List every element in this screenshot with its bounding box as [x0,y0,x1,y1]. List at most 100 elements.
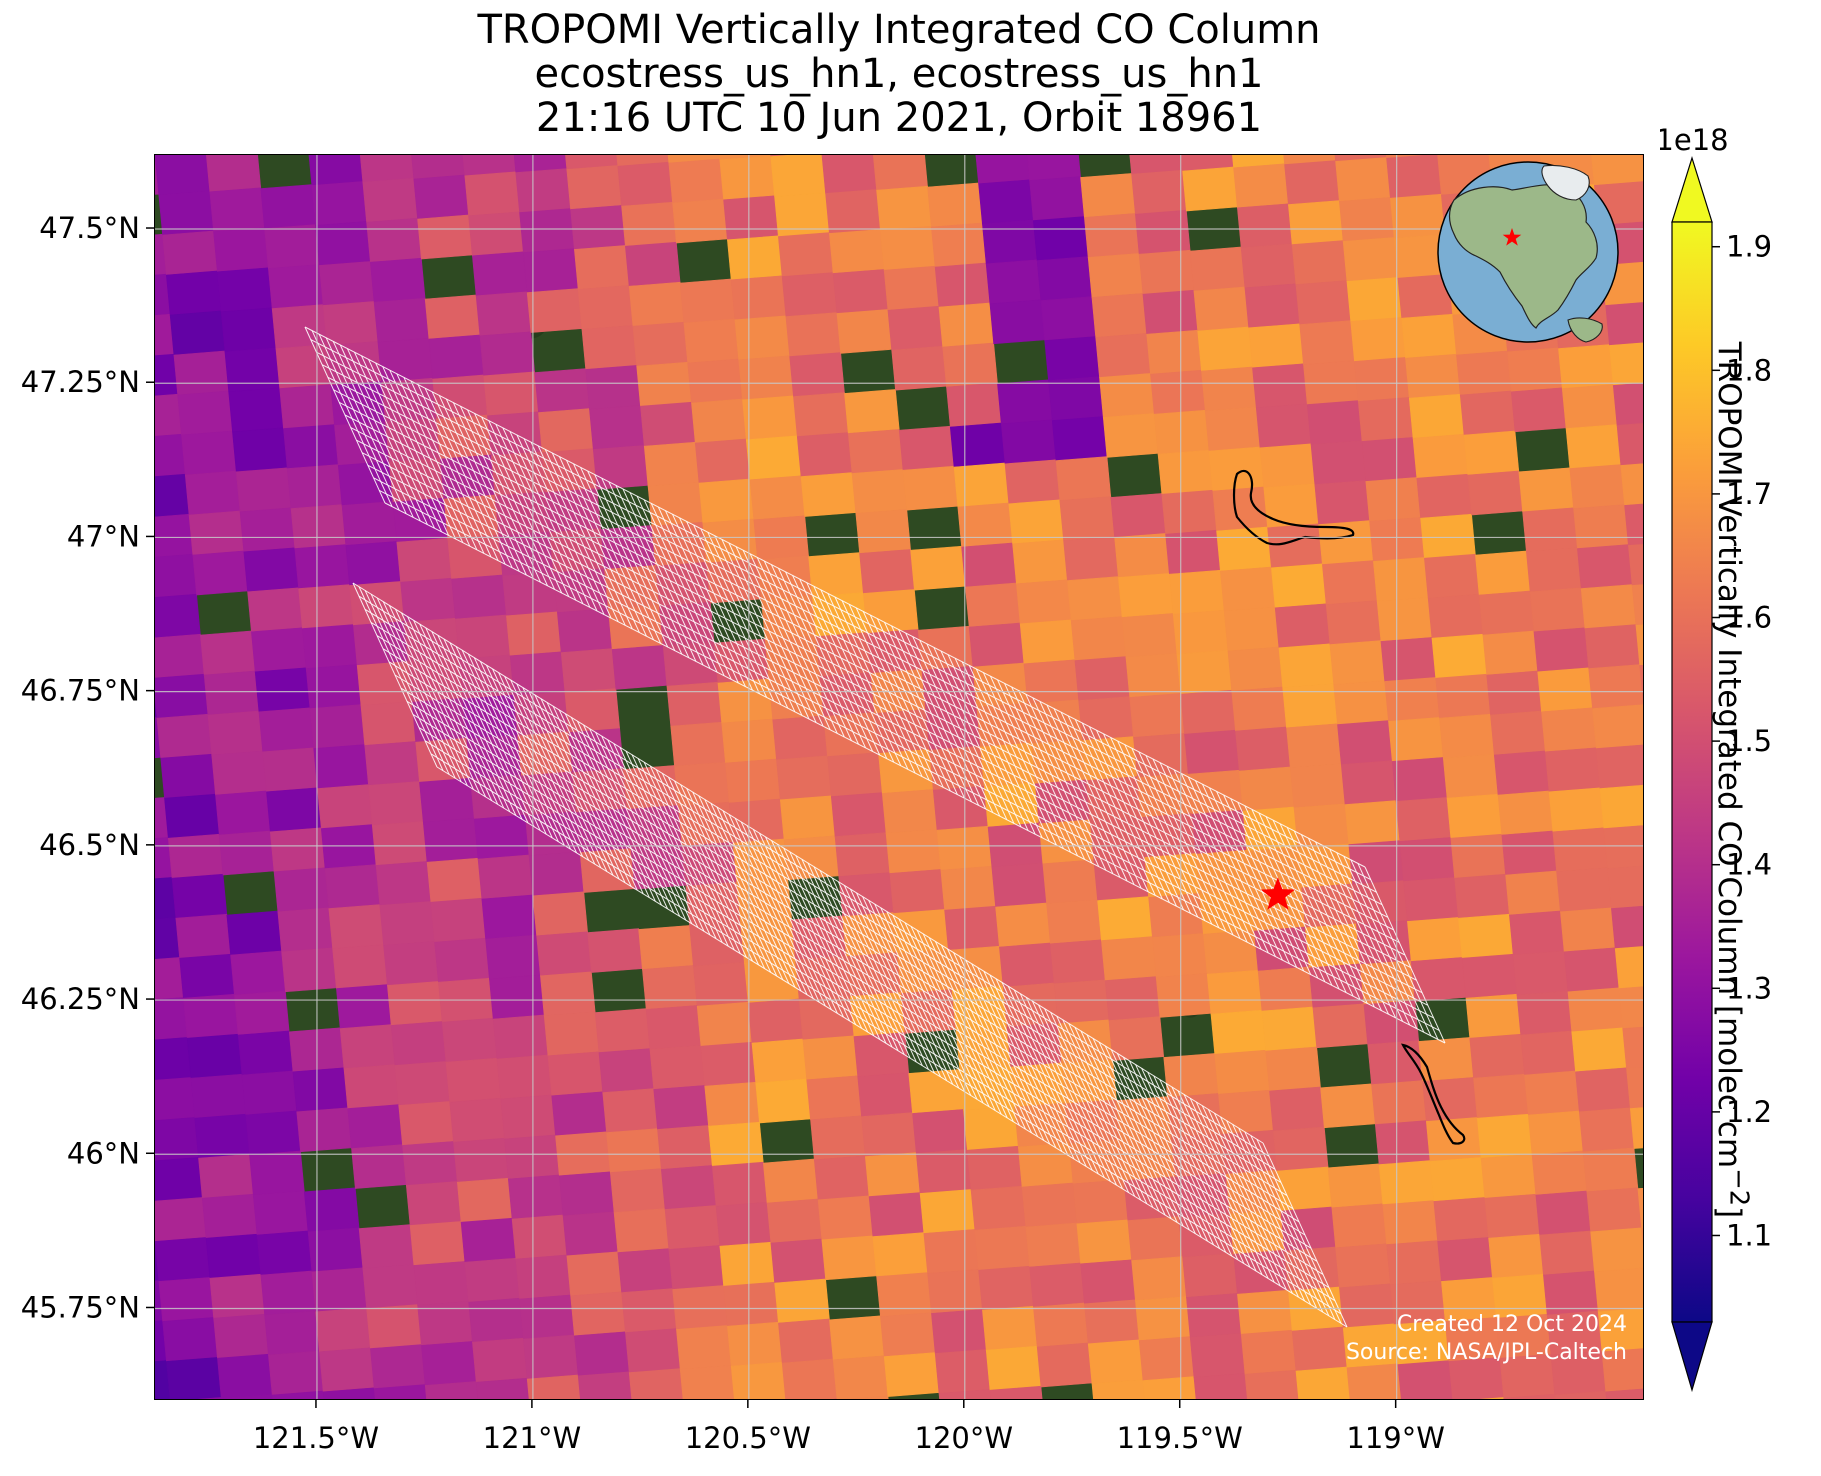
co-pixel [598,1048,655,1093]
co-pixel [1131,1256,1187,1301]
co-pixel [322,301,379,346]
co-pixel [989,1385,1043,1399]
co-pixel [657,1125,713,1170]
co-pixel [691,398,747,444]
co-pixel [1544,747,1601,793]
co-pixel [1384,677,1440,722]
map-panel[interactable]: Created 12 Oct 2024 Source: NASA/JPL-Cal… [154,154,1644,1400]
co-pixel [1374,1120,1431,1165]
co-pixel [1565,424,1622,469]
scene-grid-line [367,464,1429,1006]
colorbar-extend-max [1671,155,1713,223]
co-pixel [1227,646,1284,692]
co-pixel [1567,987,1624,1033]
co-pixel [725,758,781,804]
co-pixel [1467,470,1523,516]
co-pixel [883,265,940,311]
co-pixel [832,1355,889,1399]
co-pixel [206,155,262,193]
co-pixel [585,365,641,410]
co-pixel [1220,566,1276,612]
co-pixel [1577,544,1633,589]
co-pixel [155,1157,203,1202]
co-pixel [730,1361,786,1399]
co-pixel [1463,430,1520,476]
co-pixel [166,1357,222,1399]
co-pixel [492,1014,549,1060]
co-pixel [1580,584,1637,629]
co-pixel [1354,357,1410,402]
co-pixel [472,1337,528,1383]
co-pixel [923,1229,979,1274]
co-pixel [625,241,681,287]
co-pixel [844,389,900,434]
co-pixel [617,161,673,207]
co-pixel [1335,1243,1391,1289]
co-pixel [1127,1216,1183,1261]
co-pixel [694,438,751,484]
co-pixel [687,358,743,404]
scene-grid-line [344,414,1406,956]
co-pixel [217,267,273,313]
co-pixel [1029,176,1085,221]
co-pixel [228,387,284,433]
co-pixel [1571,1027,1627,1073]
co-pixel [1312,1003,1369,1049]
co-pixel [320,824,377,869]
co-pixel [258,707,315,753]
co-pixel [532,891,588,937]
co-pixel [198,1153,254,1199]
co-pixel [366,217,422,263]
co-pixel [1629,1107,1643,1149]
co-pixel [628,1368,684,1399]
co-pixel [396,537,452,583]
scene-grid-line [406,700,1318,1262]
co-pixel [1025,1222,1081,1268]
co-pixel [232,427,288,473]
co-pixel [1272,1126,1329,1172]
co-pixel [857,1072,913,1117]
co-pixel [1626,1067,1643,1109]
co-pixel [1594,1267,1643,1313]
co-pixel [1244,1369,1299,1399]
co-pixel [155,1197,207,1242]
co-pixel [218,830,275,876]
co-pixel [1146,329,1202,375]
co-pixel [1637,1187,1643,1229]
co-pixel [881,789,938,834]
co-pixel [184,470,241,516]
colorbar-label: TROPOMI Vertically Integrated CO Column … [1711,280,1761,1280]
co-pixel [1507,347,1563,393]
co-pixel [1339,197,1395,242]
co-pixel [617,1248,673,1293]
co-pixel [564,688,621,733]
co-pixel [1475,550,1531,596]
co-pixel [966,1145,1023,1191]
co-pixel [1044,336,1100,381]
co-pixel [220,307,277,353]
co-pixel [271,304,328,349]
co-pixel [847,429,904,474]
co-pixel [421,1341,477,1386]
co-pixel [305,664,362,709]
co-pixel [1588,664,1643,709]
co-pixel [313,744,369,789]
scene-grid-line [316,351,1377,893]
co-pixel [1344,800,1401,845]
co-pixel [581,325,638,370]
co-pixel [1320,1083,1376,1129]
co-pixel [479,331,536,377]
co-pixel [762,1158,819,1204]
co-pixel [319,1347,375,1393]
co-pixel [528,851,585,897]
co-pixel [982,219,1038,265]
co-pixel [1556,867,1612,913]
co-pixel [1531,1150,1588,1196]
co-pixel [398,1101,454,1146]
co-pixel [1586,1187,1642,1233]
co-pixel [1578,1107,1635,1153]
co-pixel [653,1085,709,1130]
co-pixel [1371,1080,1427,1125]
co-pixel [872,1232,928,1277]
co-pixel [383,941,439,986]
